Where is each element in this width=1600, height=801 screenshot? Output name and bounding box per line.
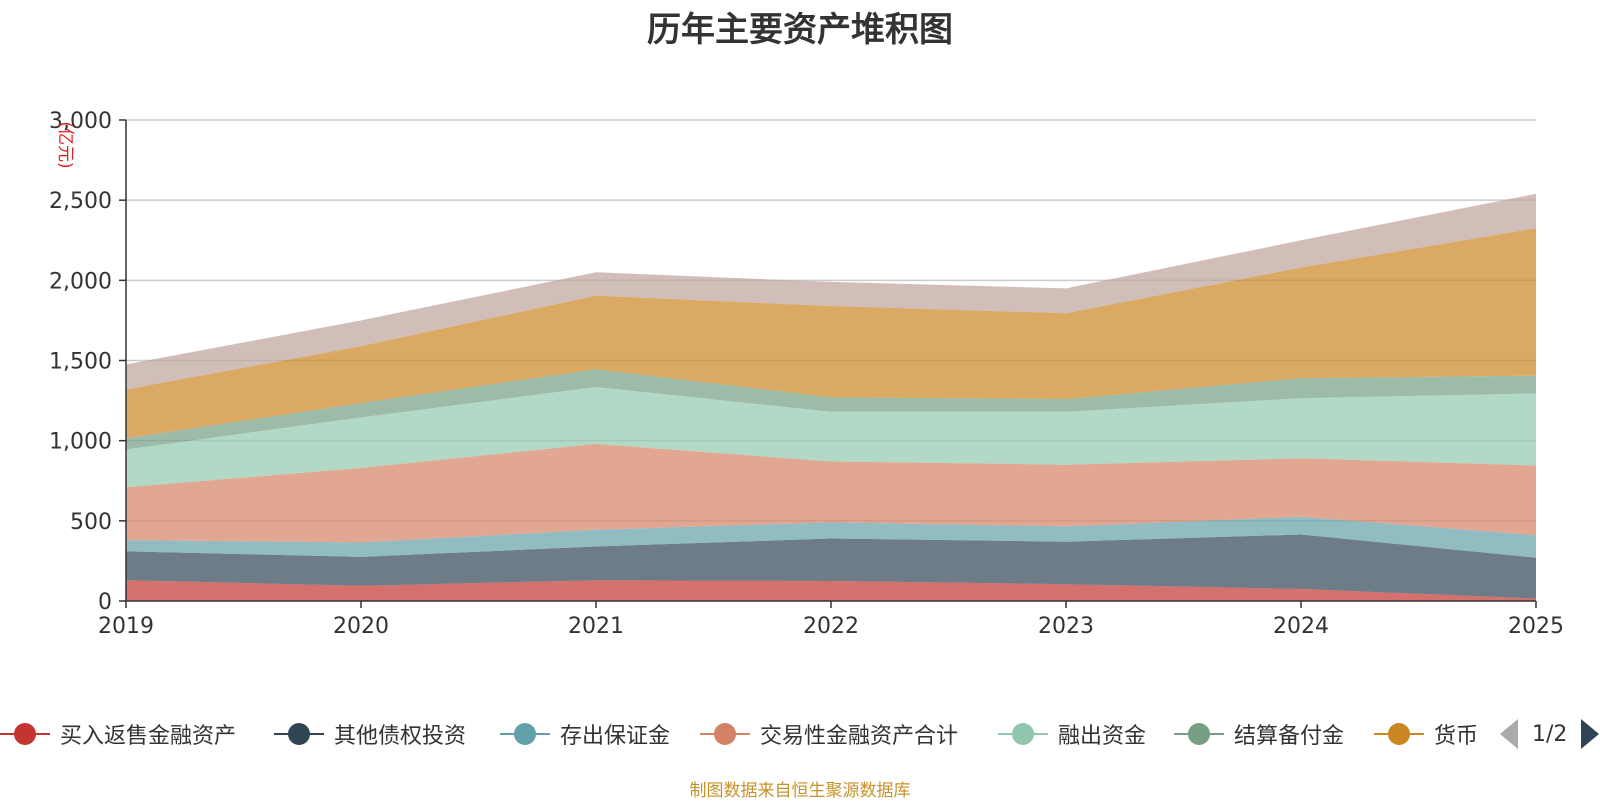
legend-item[interactable]: 其他债权投资: [274, 716, 466, 752]
x-tick-label: 2020: [333, 614, 389, 639]
legend-marker-icon: [0, 721, 50, 747]
area-其他债权投资[interactable]: [126, 534, 1536, 599]
y-tick-label: 1,500: [49, 350, 112, 375]
legend-item[interactable]: 结算备付金: [1174, 716, 1344, 752]
y-tick-label: 1,000: [49, 430, 112, 455]
y-tick-label: 2,000: [49, 269, 112, 294]
legend-item[interactable]: 交易性金融资产合计: [700, 716, 958, 752]
tick-labels: 0 500 1,000 1,500 2,000 2,500 3,000 2019 2020 202…: [49, 109, 1564, 639]
y-tick-label: 0: [98, 590, 112, 615]
legend-label: 货币: [1434, 724, 1479, 749]
x-tick-label: 2024: [1273, 614, 1329, 639]
legend-pager: 1/2: [1500, 718, 1600, 750]
legend-item[interactable]: 存出保证金: [500, 716, 670, 752]
area-货币[interactable]: [126, 228, 1536, 439]
legend-label: 结算备付金: [1234, 724, 1345, 749]
x-tick-label: 2019: [98, 614, 154, 639]
area-融出资金[interactable]: [126, 387, 1536, 488]
legend-label: 其他债权投资: [334, 724, 467, 749]
area-series: [126, 193, 1536, 601]
legend-label: 融出资金: [1058, 724, 1147, 749]
y-unit-label: (亿元): [55, 121, 75, 168]
legend-label: 存出保证金: [560, 724, 671, 749]
legend-next-icon[interactable]: [1581, 719, 1600, 749]
axes: [119, 119, 1537, 608]
legend-marker-icon: [500, 721, 550, 747]
data-source-note: 制图数据来自恒生聚源数据库: [689, 781, 911, 801]
x-tick-label: 2023: [1038, 614, 1094, 639]
x-tick-label: 2021: [568, 614, 624, 639]
legend-item[interactable]: 买入返售金融资产: [0, 716, 236, 752]
legend-page-indicator: 1/2: [1532, 721, 1568, 747]
chart-plot: 0 500 1,000 1,500 2,000 2,500 3,000 2019 2020 202…: [49, 109, 1564, 639]
legend-label: 交易性金融资产合计: [760, 724, 959, 749]
legend-marker-icon: [1374, 721, 1424, 747]
area-买入返售金融资产[interactable]: [126, 580, 1536, 601]
y-tick-label: 2,500: [49, 189, 112, 214]
legend: 买入返售金融资产 其他债权投资 存出保证金 交易性金融资产合计 融出资金 结算备付金 货币: [0, 716, 1600, 752]
x-tick-label: 2025: [1508, 614, 1564, 639]
area-结算备付金[interactable]: [126, 369, 1536, 450]
legend-marker-icon: [1174, 721, 1224, 747]
y-tick-label: 500: [70, 510, 112, 535]
legend-item[interactable]: 融出资金: [998, 716, 1146, 752]
x-tick-label: 2022: [803, 614, 859, 639]
legend-marker-icon: [274, 721, 324, 747]
area-其他[interactable]: [126, 193, 1536, 390]
area-存出保证金[interactable]: [126, 516, 1536, 558]
legend-label: 买入返售金融资产: [60, 724, 237, 749]
legend-item[interactable]: 货币: [1374, 716, 1478, 752]
legend-marker-icon: [700, 721, 750, 747]
legend-marker-icon: [998, 721, 1048, 747]
area-交易性金融资产合计[interactable]: [126, 443, 1536, 543]
legend-prev-icon[interactable]: [1500, 719, 1518, 749]
y-tick-label: 3,000: [49, 109, 112, 134]
chart-title: 历年主要资产堆积图: [647, 10, 953, 50]
